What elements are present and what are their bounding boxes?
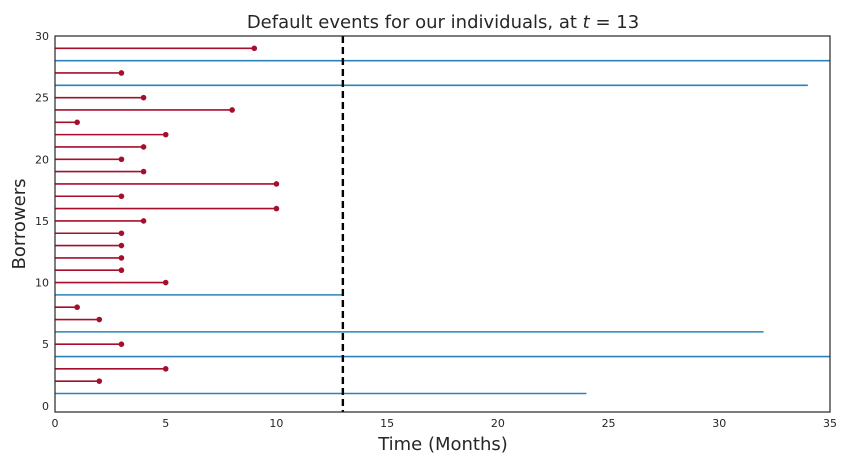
default-point-29: [251, 45, 258, 52]
y-tick-label: 0: [42, 400, 49, 413]
default-point-3: [162, 366, 169, 372]
y-tick-label: 5: [42, 338, 49, 351]
x-axis-label: Time (Months): [377, 434, 508, 455]
default-point-11: [118, 267, 125, 274]
default-point-18: [273, 181, 280, 187]
plot-frame: [54, 35, 831, 413]
default-point-24: [229, 107, 235, 113]
y-tick-label: 30: [35, 30, 49, 43]
default-point-14: [118, 230, 125, 237]
default-point-17: [118, 193, 125, 200]
default-point-13: [118, 242, 125, 249]
default-point-7: [96, 316, 103, 323]
default-point-21: [140, 144, 147, 150]
default-point-15: [140, 218, 147, 224]
default-point-22: [162, 131, 169, 138]
default-point-27: [118, 70, 125, 76]
plot-marks: [55, 36, 830, 412]
x-axis-ticks: 0 5 10 15 20 25 30 35: [52, 417, 838, 430]
x-tick-label: 10: [269, 417, 283, 430]
x-tick-label: 20: [491, 417, 505, 430]
default-point-5: [118, 341, 125, 347]
x-tick-label: 0: [52, 417, 59, 430]
y-axis-ticks: 0 5 10 15 20 25 30: [35, 30, 49, 413]
x-tick-label: 35: [823, 417, 837, 430]
y-tick-label: 15: [35, 215, 49, 228]
default-point-23: [74, 119, 80, 126]
default-point-16: [273, 205, 280, 212]
default-point-25: [140, 94, 147, 101]
y-tick-label: 10: [35, 277, 49, 290]
default-point-10: [162, 279, 169, 286]
x-tick-label: 15: [380, 417, 394, 430]
default-point-20: [118, 156, 125, 163]
default-point-19: [140, 168, 147, 175]
y-tick-label: 20: [35, 153, 49, 166]
default-point-8: [74, 304, 80, 311]
x-tick-label: 5: [162, 417, 169, 430]
y-axis-label: Borrowers: [9, 178, 30, 269]
default-point-12: [118, 255, 125, 261]
y-tick-label: 25: [35, 92, 49, 105]
chart-title: Default events for our individuals, at t…: [247, 12, 639, 33]
x-tick-label: 25: [602, 417, 616, 430]
default-point-2: [96, 378, 103, 384]
x-tick-label: 30: [712, 417, 726, 430]
